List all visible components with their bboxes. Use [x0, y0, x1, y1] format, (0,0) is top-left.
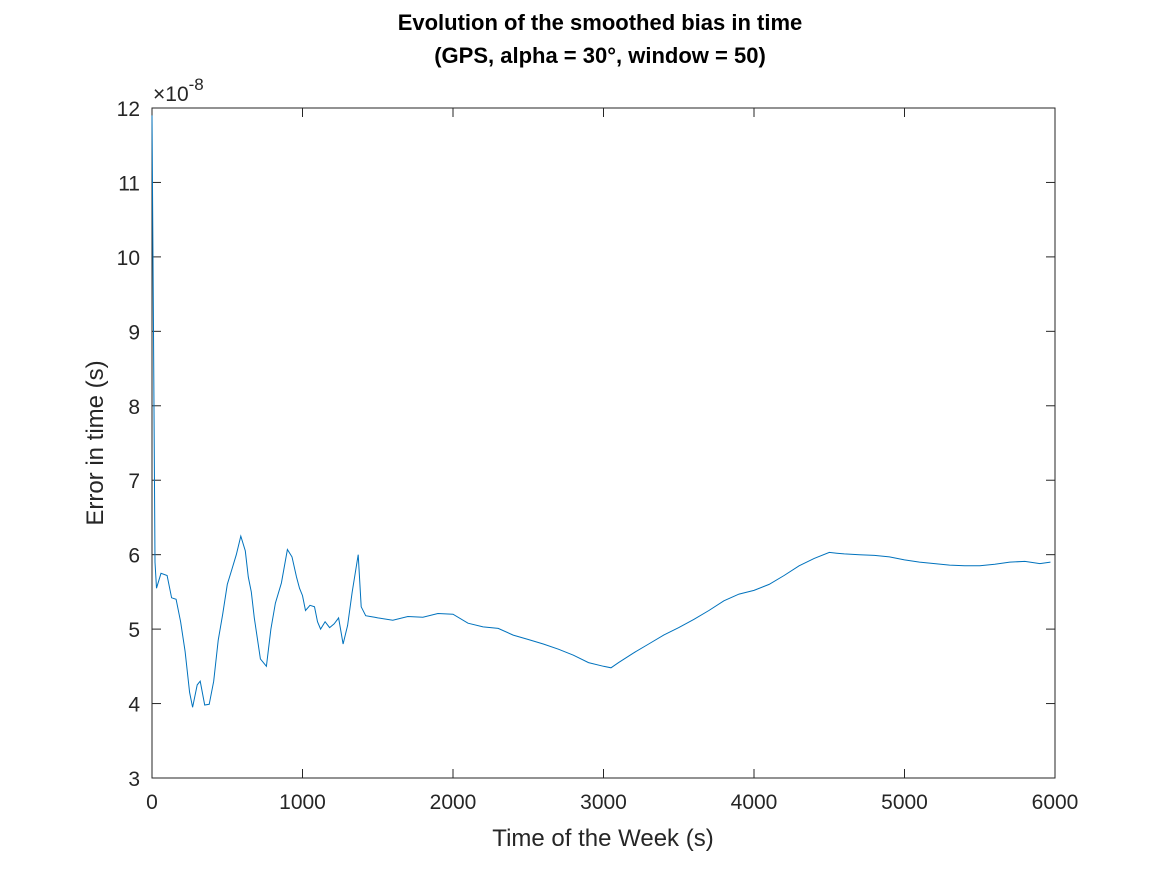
- y-tick-label: 9: [128, 321, 140, 344]
- y-exponent-label: ×10-8: [153, 75, 204, 106]
- x-axis-label: Time of the Week (s): [492, 825, 713, 852]
- x-tick-label: 2000: [430, 791, 477, 814]
- y-tick-label: 4: [128, 694, 140, 717]
- y-tick-label: 7: [128, 470, 140, 493]
- x-tick-label: 3000: [580, 791, 627, 814]
- y-tick-label: 3: [128, 768, 140, 791]
- y-axis-ticks: 3 4 5 6 7 8 9 10 11 12: [117, 98, 1055, 791]
- y-tick-label: 11: [118, 172, 140, 195]
- series-group: [151, 115, 1051, 708]
- x-axis-ticks: 0 1000 2000 3000 4000 5000 6000: [146, 108, 1078, 814]
- axes: 0 1000 2000 3000 4000 5000 6000 3 4 5 6 7 8 9 10 11 12: [117, 98, 1079, 814]
- x-tick-label: 5000: [881, 791, 928, 814]
- y-tick-label: 8: [128, 396, 140, 419]
- series-line: [151, 115, 1051, 708]
- y-tick-label: 12: [117, 98, 140, 121]
- x-tick-label: 1000: [279, 791, 326, 814]
- chart-subtitle: (GPS, alpha = 30°, window = 50): [434, 43, 766, 68]
- y-tick-label: 5: [128, 619, 140, 642]
- y-tick-label: 10: [117, 247, 140, 270]
- x-tick-label: 6000: [1032, 791, 1079, 814]
- x-tick-label: 0: [146, 791, 158, 814]
- y-tick-label: 6: [128, 545, 140, 568]
- chart-title: Evolution of the smoothed bias in time: [398, 10, 803, 35]
- y-axis-label: Error in time (s): [82, 360, 109, 525]
- x-tick-label: 4000: [731, 791, 778, 814]
